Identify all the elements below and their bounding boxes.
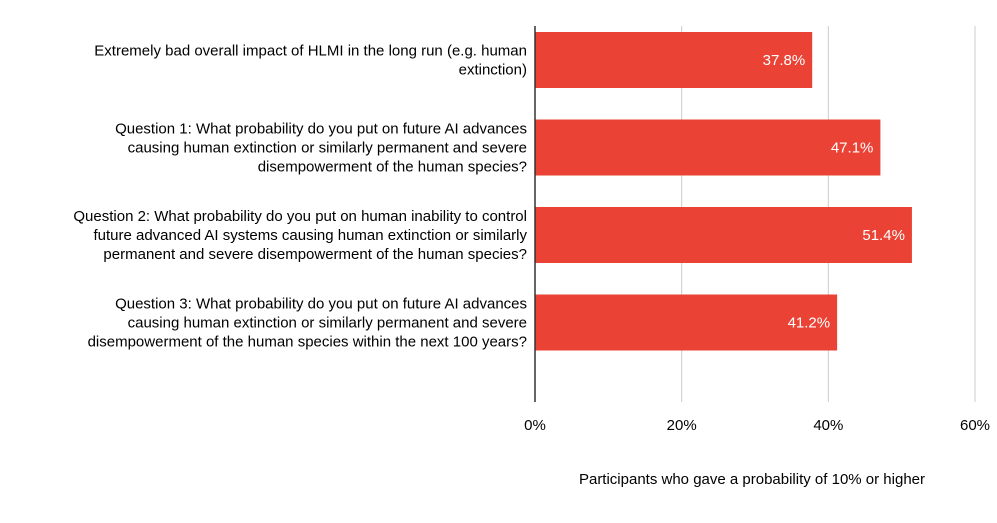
category-label-line: permanent and severe disempowerment of t… <box>103 246 527 263</box>
bar-value-label: 37.8% <box>763 52 806 69</box>
bar <box>535 119 881 176</box>
x-tick-label: 40% <box>813 417 843 434</box>
category-label: Question 3: What probability do you put … <box>88 296 527 351</box>
category-label: Extremely bad overall impact of HLMI in … <box>94 43 527 79</box>
bar-value-label: 47.1% <box>831 140 874 157</box>
bars: 37.8% 47.1% 51.4% 41.2% <box>535 32 912 351</box>
category-label-line: future advanced AI systems causing human… <box>93 227 527 244</box>
category-label: Question 2: What probability do you put … <box>73 208 527 263</box>
category-label-line: disempowerment of the human species with… <box>88 334 527 351</box>
bar <box>535 207 912 263</box>
category-label-line: causing human extinction or similarly pe… <box>128 315 527 332</box>
category-label-line: extinction) <box>459 62 527 79</box>
category-label-line: Question 1: What probability do you put … <box>115 121 527 138</box>
category-label-line: causing human extinction or similarly pe… <box>128 140 527 157</box>
x-axis-title: Participants who gave a probability of 1… <box>579 471 925 488</box>
category-label: Question 1: What probability do you put … <box>115 121 527 176</box>
x-tick-label: 60% <box>960 417 990 434</box>
bar <box>535 32 813 88</box>
category-label-line: Question 3: What probability do you put … <box>115 296 527 313</box>
category-label-line: disempowerment of the human species? <box>258 159 527 176</box>
bar-value-label: 41.2% <box>788 315 831 332</box>
category-label-line: Extremely bad overall impact of HLMI in … <box>94 43 527 60</box>
x-tick-labels: 0% 20% 40% 60% <box>524 417 990 434</box>
category-labels: Extremely bad overall impact of HLMI in … <box>73 43 527 351</box>
category-label-line: Question 2: What probability do you put … <box>73 208 527 225</box>
x-tick-label: 20% <box>667 417 697 434</box>
bar-value-label: 51.4% <box>862 227 905 244</box>
x-tick-label: 0% <box>524 417 546 434</box>
bar <box>535 294 838 351</box>
